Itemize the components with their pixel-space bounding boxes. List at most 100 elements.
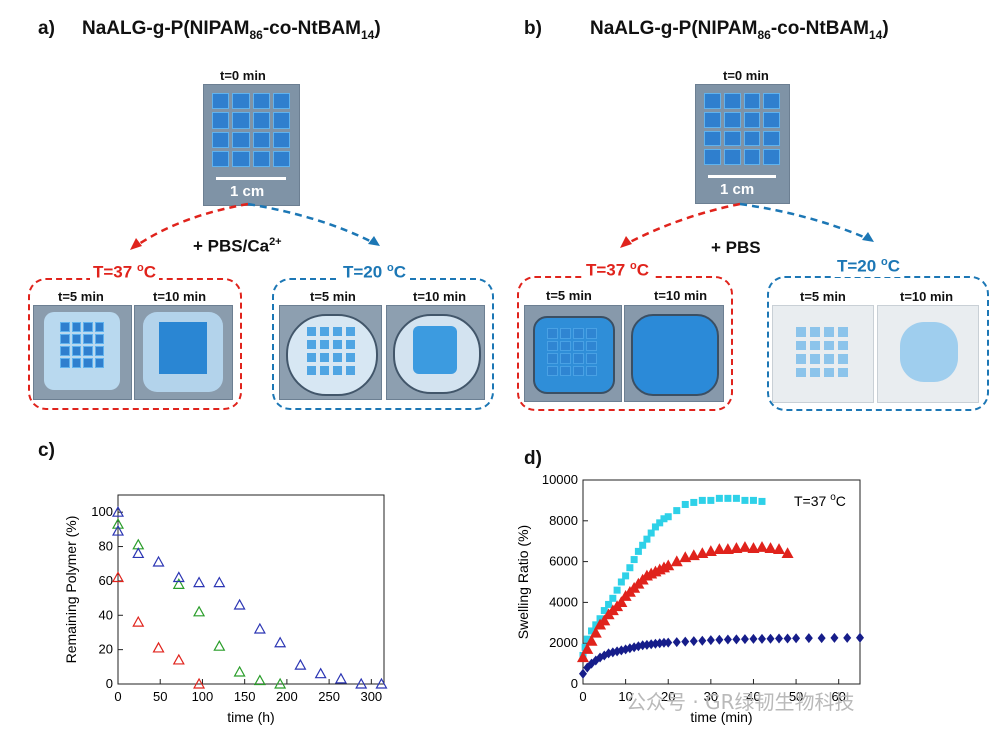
data-point-series-1 (152, 641, 165, 653)
data-point-series-3 (740, 634, 749, 645)
panel-d-chart: 0 10 20 30 40 50 60 0 2000 4000 6000 8000 10000 time … (515, 472, 864, 725)
data-point-series-3 (132, 547, 145, 559)
data-point-series-3 (723, 634, 732, 645)
data-point-series-2 (713, 543, 726, 554)
panel-a-title-sub1: 86 (249, 27, 263, 42)
data-point-series-2 (721, 543, 734, 554)
data-point-series-3 (856, 632, 864, 643)
panel-b-hot-degree: o (629, 260, 637, 272)
data-point-series-1 (639, 541, 647, 549)
data-point-series-3 (375, 677, 388, 689)
data-point-series-1 (673, 507, 681, 515)
panel-c-label: c) (38, 440, 55, 461)
data-point-series-1 (634, 547, 642, 555)
y-tick-label: 10000 (542, 472, 578, 487)
data-point-series-3 (732, 634, 741, 645)
data-point-series-2 (747, 542, 760, 553)
data-point-series-3 (659, 637, 668, 648)
panel-a-medium-label: + PBS/Ca2+ (193, 236, 282, 257)
panel-a-title-mid: -co-NtBAM (262, 18, 361, 39)
data-point-series-3 (749, 633, 758, 644)
data-point-series-3 (314, 667, 327, 679)
panel-a-hot-t10: t=10 min (153, 289, 207, 304)
panel-a-cold-5min-photo (279, 305, 382, 400)
data-point-series-3 (766, 633, 775, 644)
panel-a-scale-label: 1 cm (230, 183, 265, 200)
data-point-series-1 (690, 498, 698, 506)
panel-a-cold-10min-photo (386, 305, 485, 400)
data-point-series-3 (587, 658, 596, 669)
data-point-series-3 (294, 658, 307, 670)
panel-b-cold-box (767, 276, 989, 411)
panel-a-title: NaALG-g-P(NIPAM86-co-NtBAM14) (82, 18, 381, 42)
data-point-series-2 (589, 626, 602, 638)
plot-frame (117, 494, 385, 685)
panel-a-hot-arrow (135, 202, 249, 248)
y-axis-label: Remaining Polymer (%) (63, 516, 79, 664)
data-point-series-1 (609, 594, 617, 602)
panel-a-hot-temp-value: T=37 (93, 262, 137, 282)
data-point-series-1 (583, 635, 591, 643)
data-point-series-3 (233, 598, 246, 610)
watermark: 公众号 · GR绿韧生物科技 (626, 690, 855, 714)
x-tick-label: 10 (618, 689, 632, 704)
data-point-series-3 (355, 677, 368, 689)
panel-a-hot-c: C (143, 262, 156, 282)
data-point-series-3 (792, 633, 801, 644)
panel-a-cold-t5: t=5 min (310, 289, 356, 304)
panel-a-arrows (130, 202, 380, 250)
data-point-series-2 (679, 551, 692, 563)
data-point-series-3 (591, 655, 600, 666)
data-point-series-3 (152, 555, 165, 567)
panel-b-cold-temp: T=20 oC (834, 256, 903, 277)
panel-a-scale-bar (216, 177, 286, 180)
panel-a-hot-t5: t=5 min (58, 289, 104, 304)
data-point-series-3 (689, 636, 698, 647)
panel-a-cold-c: C (393, 262, 406, 282)
data-point-series-1 (647, 529, 655, 537)
data-point-series-3 (274, 636, 287, 648)
data-point-series-1 (724, 494, 732, 502)
data-point-series-1 (172, 653, 185, 665)
panel-b-hot-arrow (625, 202, 741, 246)
panel-b-title-end: ) (882, 18, 889, 39)
data-point-series-3 (253, 622, 266, 634)
panel-b-hot-c: C (636, 260, 649, 280)
data-point-series-3 (638, 640, 647, 651)
data-point-series-3 (706, 635, 715, 646)
data-point-series-3 (655, 638, 664, 649)
data-point-series-3 (664, 637, 673, 648)
panel-a-cold-temp: T=20 oC (340, 262, 409, 283)
panel-b-cold-temp-value: T=20 (837, 256, 881, 276)
x-tick-label: 20 (661, 689, 675, 704)
panel-b-label: b) (524, 18, 542, 39)
y-tick-label: 4000 (549, 594, 578, 609)
panel-a-hot-10min-photo (134, 305, 233, 400)
panel-b-initial-gel-photo: 1 cm (695, 84, 790, 204)
panel-a-hot-5min-photo (33, 305, 132, 400)
y-tick-label: 2000 (549, 635, 578, 650)
data-point-series-3 (596, 652, 605, 663)
panel-b-hot-10min-photo (624, 305, 724, 402)
panel-b-hot-arrowhead (620, 236, 632, 248)
data-point-series-2 (585, 634, 598, 646)
data-point-series-3 (334, 672, 347, 684)
data-point-series-3 (111, 505, 125, 517)
data-point-series-2 (738, 541, 751, 552)
panel-b-hot-t5: t=5 min (546, 288, 592, 303)
data-point-series-1 (600, 607, 608, 615)
data-point-series-3 (617, 645, 626, 656)
panel-b-hot-5min-photo (524, 305, 622, 402)
data-point-series-1 (643, 535, 651, 543)
data-point-series-3 (830, 632, 839, 643)
data-point-series-1 (656, 519, 664, 527)
data-point-series-1 (681, 500, 689, 508)
panel-a-cold-t10: t=10 min (413, 289, 467, 304)
panel-a-cold-arrowhead (368, 236, 380, 246)
data-point-series-1 (707, 496, 715, 504)
panel-b-title-main: NaALG-g-P(NIPAM (590, 18, 758, 39)
data-point-series-1 (732, 494, 740, 502)
x-tick-label: 300 (360, 689, 382, 704)
panel-b-cold-c: C (887, 256, 900, 276)
data-point-series-3 (634, 641, 643, 652)
